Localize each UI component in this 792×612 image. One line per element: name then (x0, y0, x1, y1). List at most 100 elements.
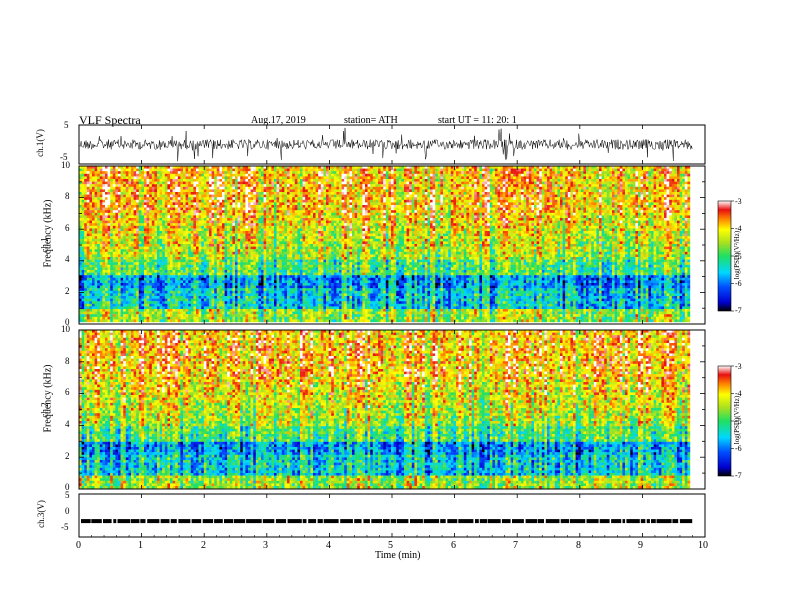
ch1-spectrogram-cell (162, 234, 165, 237)
ch1-spectrogram-cell (209, 223, 212, 226)
ch1-spectrogram-cell (144, 179, 147, 182)
ch1-spectrogram-cell (206, 283, 209, 286)
ch1-spectrogram-cell (217, 182, 220, 185)
ch1-spectrogram-cell (243, 293, 246, 296)
ch1-spectrogram-cell (136, 215, 139, 218)
ch1-spectrogram-cell (251, 189, 254, 192)
ch1-spectrogram-cell (136, 280, 139, 283)
ch1-spectrogram-cell (126, 267, 129, 270)
ch1-spectrogram-cell (238, 200, 241, 203)
ch1-spectrogram-cell (277, 200, 280, 203)
ch1-spectrogram-cell (245, 296, 248, 299)
ch1-spectrogram-cell (277, 184, 280, 187)
ch1-spectrogram-cell (245, 184, 248, 187)
ch1-spectrogram-cell (170, 306, 173, 309)
ch1-spectrogram-cell (209, 189, 212, 192)
ch1-spectrogram-cell (84, 296, 87, 299)
ch1-spectrogram-cell (188, 260, 191, 263)
ch1-spectrogram-cell (183, 174, 186, 177)
ch1-spectrogram-cell (173, 317, 176, 320)
ch1-spectrogram-cell (126, 179, 129, 182)
ch1-spectrogram-cell (292, 197, 295, 200)
ch1-spectrogram-cell (108, 296, 111, 299)
ch1-spectrogram-cell (128, 273, 131, 276)
ch1-spectrogram-cell (261, 176, 264, 179)
ch1-spectrogram-cell (186, 215, 189, 218)
ch1-spectrogram-cell (295, 176, 298, 179)
ch1-spectrogram-cell (180, 176, 183, 179)
ch1-spectrogram-cell (157, 319, 160, 322)
ch1-spectrogram-cell (92, 169, 95, 172)
ch1-spectrogram-cell (108, 171, 111, 174)
ch1-spectrogram-cell (175, 270, 178, 273)
ch1-spectrogram-cell (225, 254, 228, 257)
ch1-spectrogram-cell (235, 213, 238, 216)
ch1-spectrogram-cell (279, 299, 282, 302)
ch1-spectrogram-cell (183, 304, 186, 307)
ch1-spectrogram-cell (199, 304, 202, 307)
ch1-spectrogram-cell (183, 273, 186, 276)
ch1-spectrogram-cell (97, 301, 100, 304)
ch1-spectrogram-cell (232, 228, 235, 231)
ch1-spectrogram-cell (212, 312, 215, 315)
ch1-spectrogram-cell (118, 192, 121, 195)
ch1-spectrogram-cell (245, 291, 248, 294)
ch1-spectrogram-cell (230, 234, 233, 237)
ch1-spectrogram-cell (110, 301, 113, 304)
ch1-spectrogram-cell (204, 283, 207, 286)
ch1-spectrogram-cell (157, 260, 160, 263)
ch1-spectrogram-cell (209, 252, 212, 255)
ch1-spectrogram-cell (97, 306, 100, 309)
ch1-spectrogram-cell (271, 182, 274, 185)
ch1-spectrogram-cell (191, 286, 194, 289)
ch1-spectrogram-cell (121, 252, 124, 255)
ch1-spectrogram-cell (100, 187, 103, 190)
ch1-spectrogram-cell (284, 247, 287, 250)
ch1-spectrogram-cell (284, 241, 287, 244)
ch1-spectrogram-cell (178, 221, 181, 224)
ch1-spectrogram-cell (279, 223, 282, 226)
ch1-spectrogram-cell (193, 213, 196, 216)
ch1-spectrogram-cell (170, 174, 173, 177)
ch1-spectrogram-cell (230, 291, 233, 294)
ch1-spectrogram-cell (287, 205, 290, 208)
ch1-spectrogram-cell (212, 306, 215, 309)
ch1-spectrogram-cell (134, 218, 137, 221)
ch1-spectrogram-cell (232, 218, 235, 221)
ch1-spectrogram-cell (100, 223, 103, 226)
ch1-spectrogram-cell (196, 317, 199, 320)
ch1-spectrogram-cell (196, 218, 199, 221)
ch1-spectrogram-cell (123, 169, 126, 172)
ch1-spectrogram-cell (287, 267, 290, 270)
ch1-spectrogram-cell (113, 208, 116, 211)
ch1-spectrogram-cell (188, 317, 191, 320)
ch1-spectrogram-cell (147, 299, 150, 302)
ch1-spectrogram-cell (136, 257, 139, 260)
ch1-spectrogram-cell (222, 176, 225, 179)
ch1-spectrogram-cell (266, 241, 269, 244)
ch1-spectrogram-cell (183, 283, 186, 286)
ch1-spectrogram-cell (214, 174, 217, 177)
ch1-spectrogram-cell (183, 176, 186, 179)
ch1-spectrogram-cell (110, 267, 113, 270)
ch1-spectrogram-cell (170, 262, 173, 265)
ch1-spectrogram-cell (258, 215, 261, 218)
ch1-spectrogram-cell (113, 202, 116, 205)
ch1-spectrogram-cell (113, 239, 116, 242)
ch1-spectrogram-cell (149, 208, 152, 211)
ch1-spectrogram-cell (123, 319, 126, 322)
ch1-spectrogram-cell (227, 270, 230, 273)
ch1-spectrogram-cell (147, 205, 150, 208)
ch1-spectrogram-cell (225, 231, 228, 234)
ch1-spectrogram-cell (100, 249, 103, 252)
ch1-spectrogram-cell (199, 301, 202, 304)
ch1-spectrogram-cell (199, 174, 202, 177)
ch1-spectrogram-cell (180, 210, 183, 213)
ch1-spectrogram-cell (222, 236, 225, 239)
ch1-spectrogram-cell (115, 288, 118, 291)
ch1-spectrogram-cell (149, 252, 152, 255)
ch1-spectrogram-cell (214, 241, 217, 244)
ch1-spectrogram-cell (170, 169, 173, 172)
ch1-spectrogram-cell (154, 208, 157, 211)
ch1-spectrogram-cell (100, 267, 103, 270)
